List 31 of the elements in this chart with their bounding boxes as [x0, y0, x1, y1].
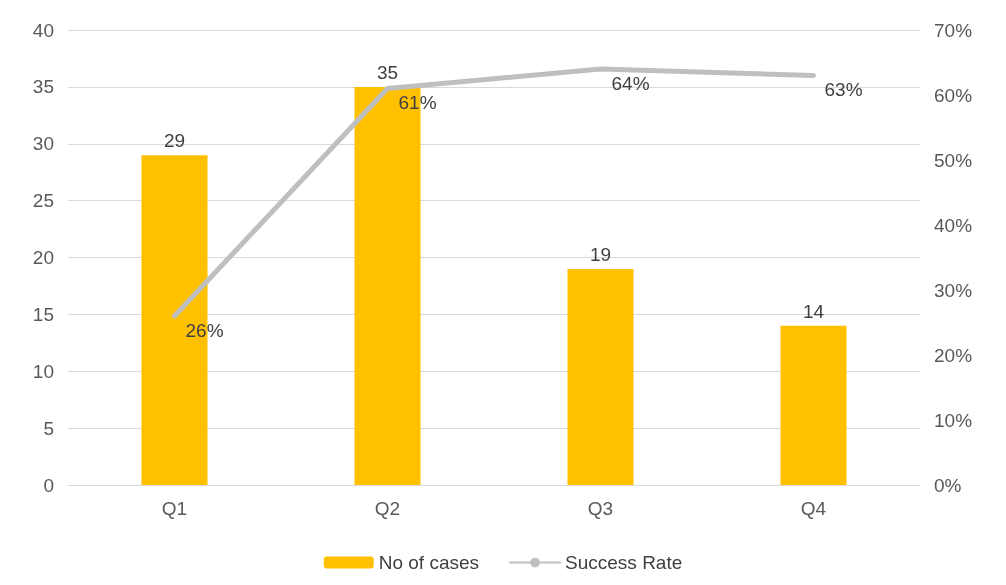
- y2-tick-label: 20%: [934, 344, 973, 366]
- data-label: 29: [163, 130, 186, 152]
- y-tick-label: 25: [32, 190, 54, 212]
- y2-tick-label: 50%: [934, 149, 973, 171]
- y2-tick-label: 60%: [934, 84, 973, 106]
- y-tick-label: 20: [32, 247, 54, 268]
- y-tick-label: 15: [32, 303, 54, 325]
- y-tick-label: 5: [43, 417, 54, 439]
- x-tick-label: Q4: [800, 498, 827, 519]
- bar: [780, 325, 847, 485]
- bar: [567, 268, 634, 485]
- x-tick-label: Q2: [374, 498, 401, 519]
- data-label: 35: [376, 61, 399, 83]
- data-label: 14: [802, 300, 825, 322]
- y-tick-label: 10: [32, 360, 54, 382]
- y-tick-label: 40: [32, 19, 54, 41]
- x-tick-label: Q3: [587, 498, 614, 519]
- y-tick-label: 0: [43, 474, 54, 496]
- x-tick-label: Q1: [161, 498, 188, 519]
- y2-tick-label: 40%: [934, 214, 973, 236]
- data-label: 64%: [611, 72, 650, 94]
- y2-tick-label: 10%: [934, 409, 973, 431]
- y-tick-label: 35: [32, 76, 54, 98]
- data-label: 19: [589, 243, 612, 265]
- legend-label: No of cases: [378, 552, 480, 573]
- y2-tick-label: 0%: [934, 474, 962, 496]
- y-tick-label: 30: [32, 133, 54, 155]
- legend-label: Success Rate: [565, 552, 683, 573]
- y2-tick-label: 30%: [934, 279, 973, 301]
- data-label: 63%: [824, 79, 863, 100]
- y2-tick-label: 70%: [934, 19, 973, 41]
